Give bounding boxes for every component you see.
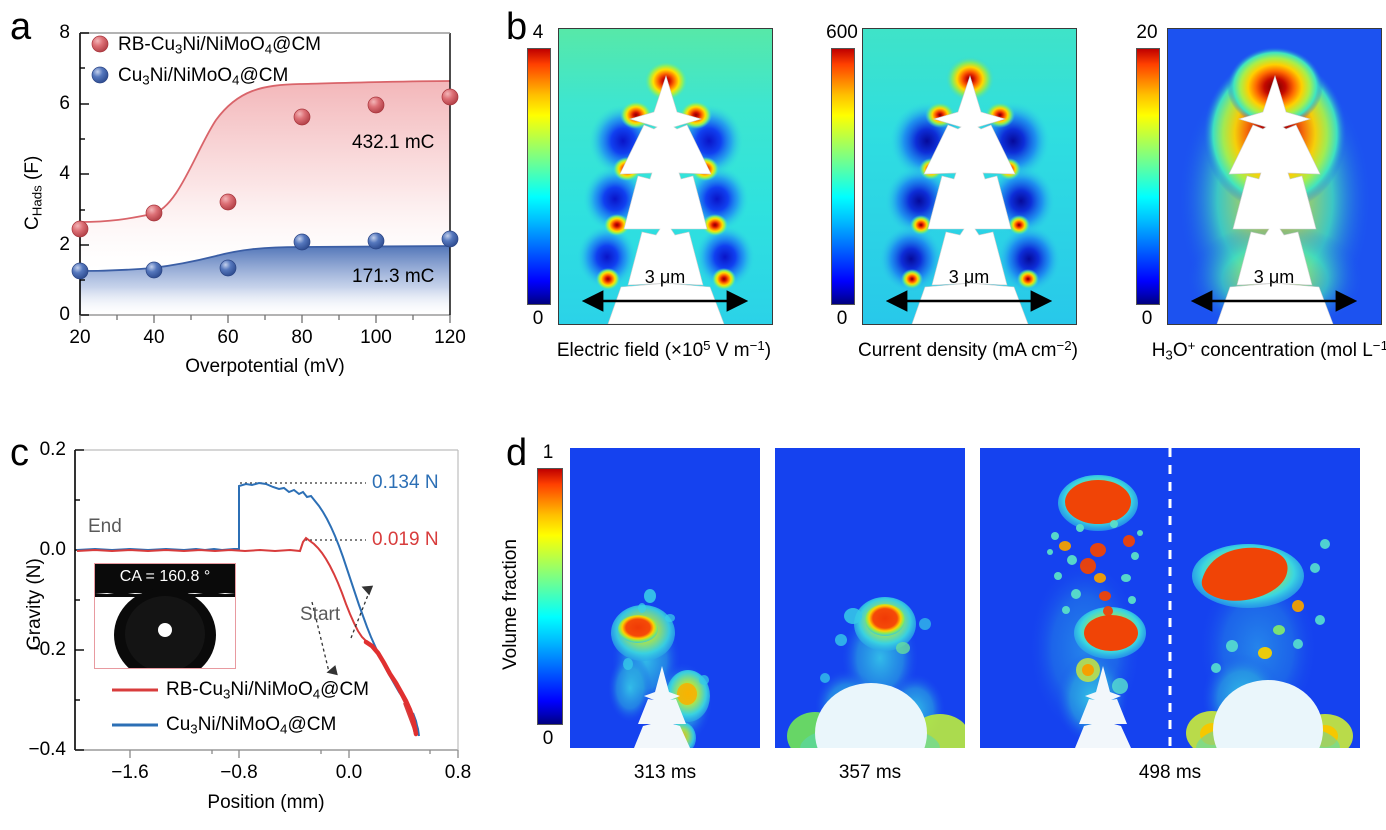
- d-cbar-max: 1: [542, 442, 554, 463]
- b-electric-field-map: 3 μm: [558, 28, 773, 325]
- panel-a: a: [0, 0, 470, 400]
- a-ytick-4: 4: [59, 163, 70, 184]
- a-xtick-20: 20: [69, 327, 91, 348]
- red-data-points: [71, 88, 459, 238]
- c-xtick-0.8: 0.8: [444, 762, 472, 783]
- c-red-thick-trace: [363, 639, 419, 737]
- a-annotation-blue-charge: 171.3 mC: [352, 266, 435, 287]
- b-map2-cbar-max: 600: [826, 22, 858, 43]
- d-frame-357ms: [775, 448, 965, 748]
- c-start-label: Start: [300, 604, 341, 625]
- b-map3-caption: H3O+ concentration (mol L−1): [1151, 338, 1386, 363]
- c-blue-force-value: 0.134 N: [372, 472, 439, 493]
- b-map1-cbar-min: 0: [532, 308, 544, 329]
- a-xtick-80: 80: [291, 327, 313, 348]
- panel-a-label: a: [10, 6, 32, 48]
- legend-marker-blue: [91, 66, 109, 84]
- d-frame-357ms-time: 357 ms: [838, 762, 902, 783]
- d-frame-313ms: [570, 448, 760, 748]
- blue-area-fill: [80, 246, 450, 315]
- a-ytick-6: 6: [59, 93, 70, 114]
- a-ytick-8: 8: [59, 22, 70, 43]
- a-xtick-40: 40: [143, 327, 165, 348]
- panel-b: b 4 0: [470, 0, 1386, 400]
- red-fit-curve: [79, 80, 451, 223]
- c-contact-angle-inset: CA = 160.8 °: [94, 563, 236, 669]
- c-xtick--1.6: −1.6: [111, 762, 149, 783]
- a-xtick-120: 120: [434, 327, 466, 348]
- b-h3o-concentration-map: 3 μm: [1167, 28, 1382, 325]
- a-annotation-red-charge: 432.1 mC: [352, 132, 435, 153]
- d-frame-498ms-time: 498 ms: [1138, 762, 1202, 783]
- b-map2-colorbar: [831, 48, 855, 305]
- c-legend-label-blue: Cu3Ni/NiMoO4@CM: [166, 714, 337, 737]
- a-ytick-2: 2: [59, 234, 70, 255]
- b-map2-scalebar-label: 3 μm: [948, 267, 990, 287]
- legend-marker-red: [91, 35, 109, 53]
- panel-c: c: [0, 420, 472, 830]
- c-contact-angle-value: CA = 160.8 °: [119, 568, 211, 585]
- a-yaxis-title: CHads (F): [22, 155, 45, 230]
- c-ytick-0.2: 0.2: [39, 439, 66, 460]
- b-map1-cbar-max: 4: [532, 22, 544, 43]
- c-xaxis-title: Position (mm): [207, 792, 325, 813]
- panel-d-label: d: [506, 432, 528, 474]
- d-colorbar-title: Volume fraction: [500, 539, 521, 670]
- c-xtick-0.0: 0.0: [335, 762, 363, 783]
- c-yaxis-title: Gravity (N): [24, 558, 45, 650]
- panel-d: d 1 0 Volume fraction: [470, 420, 1386, 830]
- b-map2-cbar-min: 0: [836, 308, 848, 329]
- b-map2-caption: Current density (mA cm−2): [858, 338, 1078, 361]
- panel-c-label: c: [10, 432, 29, 474]
- a-xtick-60: 60: [217, 327, 239, 348]
- blue-fit-curve: [79, 245, 451, 272]
- c-legend-label-red: RB-Cu3Ni/NiMoO4@CM: [166, 679, 370, 702]
- b-map3-scalebar-label: 3 μm: [1253, 267, 1295, 287]
- a-ytick-0: 0: [59, 304, 70, 325]
- b-map1-colorbar: [527, 48, 551, 305]
- b-map3-cbar-max: 20: [1136, 22, 1158, 43]
- a-legend-label-blue: Cu3Ni/NiMoO4@CM: [118, 65, 289, 88]
- b-map3-colorbar: [1136, 48, 1160, 305]
- panel-a-plot: [71, 32, 459, 323]
- b-map3-cbar-min: 0: [1141, 308, 1153, 329]
- d-cbar-min: 0: [542, 728, 554, 749]
- d-volume-fraction-colorbar: [537, 468, 563, 725]
- c-ytick--0.4: −0.4: [28, 739, 66, 760]
- b-map1-scalebar-label: 3 μm: [644, 267, 686, 287]
- c-end-label: End: [88, 516, 122, 537]
- red-area-fill: [80, 81, 450, 271]
- b-map1-caption: Electric field (×105 V m−1): [556, 338, 772, 361]
- d-frame-498ms: [980, 448, 1360, 748]
- c-ytick-0.0: 0.0: [39, 539, 66, 560]
- c-ytick--0.2: −0.2: [28, 639, 66, 660]
- c-red-force-value: 0.019 N: [372, 529, 439, 550]
- panel-c-plot: [74, 449, 459, 758]
- a-legend-label-red: RB-Cu3Ni/NiMoO4@CM: [118, 34, 322, 57]
- a-xaxis-title: Overpotential (mV): [185, 356, 345, 377]
- blue-data-points: [71, 230, 459, 280]
- panel-b-label: b: [506, 6, 528, 48]
- d-frame-313ms-time: 313 ms: [633, 762, 697, 783]
- b-current-density-map: 3 μm: [862, 28, 1077, 325]
- a-xtick-100: 100: [360, 327, 392, 348]
- c-xtick--0.8: −0.8: [220, 762, 258, 783]
